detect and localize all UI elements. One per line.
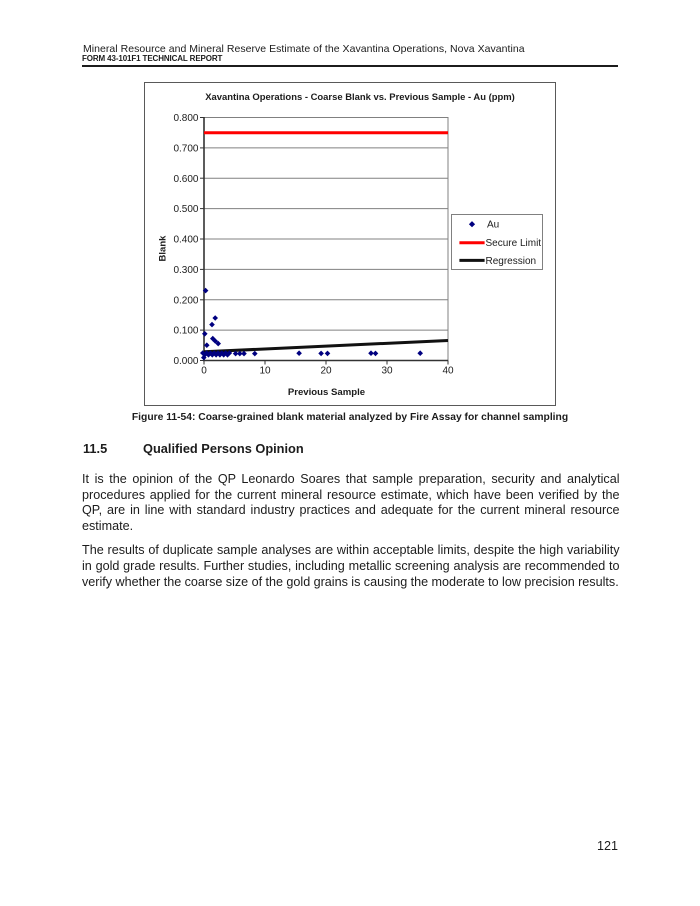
svg-text:0.800: 0.800: [173, 113, 198, 124]
svg-text:0.200: 0.200: [173, 295, 198, 306]
svg-text:0.100: 0.100: [173, 326, 198, 337]
svg-text:0.300: 0.300: [173, 265, 198, 276]
svg-text:40: 40: [442, 365, 454, 376]
svg-text:10: 10: [259, 365, 271, 376]
svg-text:0: 0: [201, 365, 207, 376]
svg-text:0.400: 0.400: [173, 235, 198, 246]
svg-text:0.700: 0.700: [173, 143, 198, 154]
svg-text:Xavantina Operations - Coarse: Xavantina Operations - Coarse Blank vs. …: [205, 92, 515, 103]
svg-text:30: 30: [381, 365, 393, 376]
svg-text:20: 20: [320, 365, 332, 376]
svg-text:0.000: 0.000: [173, 356, 198, 367]
svg-text:Previous Sample: Previous Sample: [288, 387, 365, 398]
svg-text:Secure Limit: Secure Limit: [486, 238, 542, 249]
svg-text:Regression: Regression: [486, 256, 537, 267]
svg-text:Au: Au: [487, 220, 499, 231]
svg-text:0.600: 0.600: [173, 174, 198, 185]
svg-text:Blank: Blank: [157, 235, 168, 262]
svg-text:0.500: 0.500: [173, 204, 198, 215]
